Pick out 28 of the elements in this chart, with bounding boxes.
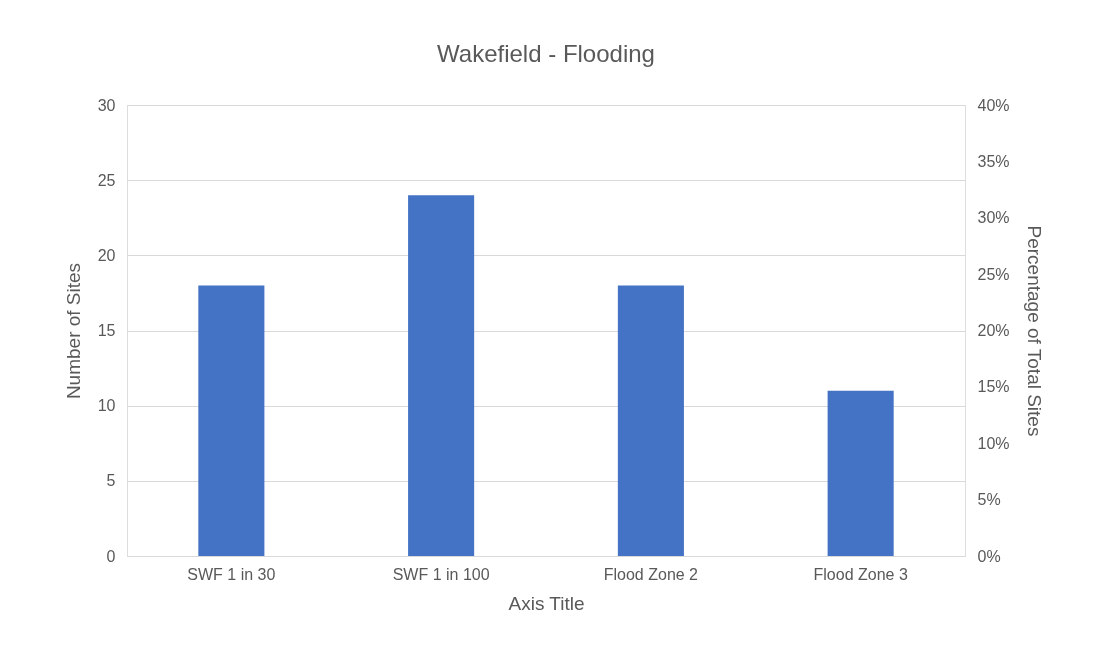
- y2-tick-label: 35%: [977, 152, 1010, 170]
- y2-tick-label: 15%: [977, 378, 1010, 396]
- y2-tick-label: 25%: [977, 265, 1010, 283]
- bar: [827, 390, 894, 556]
- y-tick-label: 5: [106, 472, 116, 490]
- x-tick-label: Flood Zone 2: [603, 565, 699, 583]
- y-axis-title: Number of Sites: [62, 262, 84, 400]
- x-tick-label: SWF 1 in 100: [392, 565, 490, 583]
- y2-tick-label: 0%: [977, 547, 1001, 565]
- x-axis-title: Axis Title: [508, 592, 585, 614]
- x-tick-label: SWF 1 in 30: [187, 565, 276, 583]
- y-tick-label: 10: [97, 397, 116, 415]
- x-tick-label: Flood Zone 3: [813, 565, 908, 583]
- y-tick-label: 25: [97, 171, 116, 189]
- y-tick-label: 30: [97, 96, 116, 114]
- bar: [408, 195, 475, 556]
- y2-tick-label: 20%: [977, 322, 1010, 339]
- bar: [198, 285, 265, 556]
- y2-axis-title: Percentage of Total Sites: [1023, 225, 1045, 437]
- bar: [617, 285, 684, 556]
- y2-tick-label: 30%: [977, 209, 1010, 227]
- y-tick-label: 0: [106, 547, 116, 565]
- y-tick-label: 15: [97, 322, 116, 339]
- y2-tick-label: 5%: [977, 491, 1001, 509]
- y2-tick-label: 10%: [977, 434, 1010, 452]
- chart-title: Wakefield - Flooding: [437, 40, 655, 67]
- y2-tick-label: 40%: [977, 96, 1010, 114]
- y-tick-label: 20: [97, 246, 116, 264]
